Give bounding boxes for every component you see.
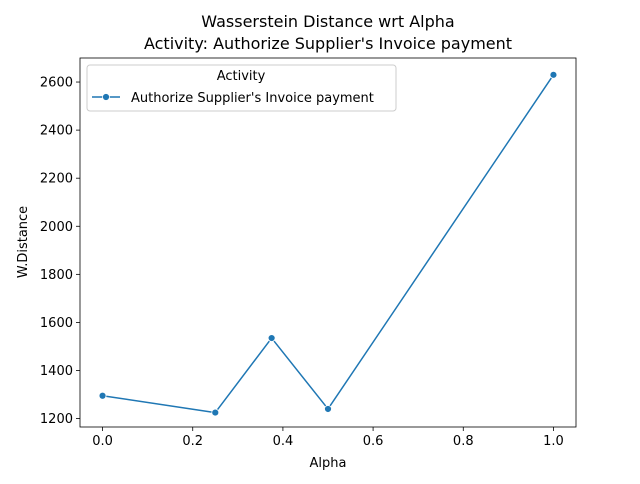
x-tick-label: 0.0: [92, 434, 113, 449]
chart-title: Wasserstein Distance wrt Alpha: [201, 12, 454, 31]
y-axis-label: W.Distance: [16, 206, 31, 278]
y-tick-label: 1200: [40, 412, 73, 427]
data-point: [324, 405, 332, 413]
y-tick-label: 1600: [40, 316, 73, 331]
data-point: [267, 334, 276, 342]
chart-subtitle: Activity: Authorize Supplier's Invoice p…: [144, 34, 512, 53]
x-tick-label: 1.0: [543, 434, 564, 449]
legend-series-label: Authorize Supplier's Invoice payment: [131, 91, 374, 106]
legend-series-marker: [102, 93, 110, 101]
data-point: [98, 391, 107, 400]
y-tick-label: 2000: [40, 220, 73, 235]
y-tick-label: 2600: [40, 76, 73, 91]
y-tick-label: 2400: [40, 124, 73, 139]
y-tick-label: 1400: [40, 364, 73, 379]
legend: Activity Authorize Supplier's Invoice pa…: [86, 64, 397, 112]
axes-frame: [79, 57, 577, 428]
data-point: [211, 408, 220, 417]
y-axis: 1200 1400 1600 1800 2000 2200 2400 2600: [40, 76, 80, 427]
x-tick-label: 0.2: [182, 434, 203, 449]
data-point: [549, 70, 558, 79]
x-axis-label: Alpha: [310, 456, 347, 471]
x-tick-label: 0.6: [363, 434, 384, 449]
plot-area: [98, 70, 558, 417]
legend-box: [86, 64, 397, 112]
x-tick-label: 0.4: [273, 434, 294, 449]
y-tick-label: 1800: [40, 268, 73, 283]
x-axis: 0.0 0.2 0.4 0.6 0.8 1.0: [92, 427, 564, 449]
x-tick-label: 0.8: [453, 434, 474, 449]
y-tick-label: 2200: [40, 172, 73, 187]
legend-title: Activity: [217, 69, 266, 84]
